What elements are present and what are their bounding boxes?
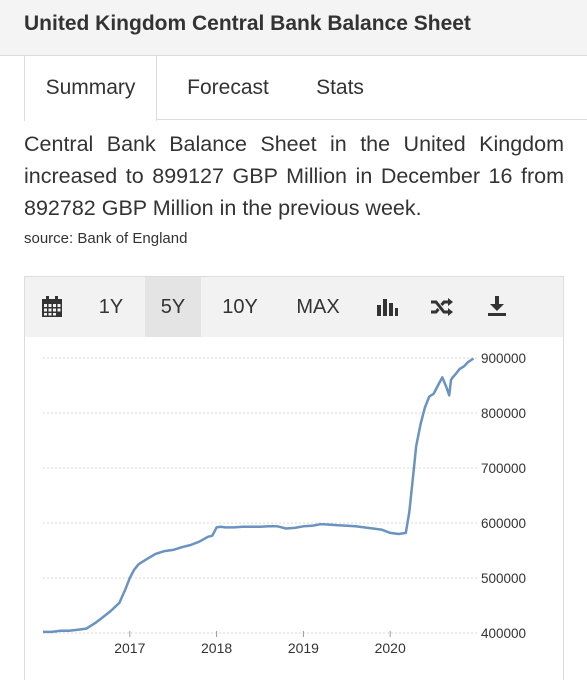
x-tick-label: 2019 (288, 640, 319, 656)
calendar-icon[interactable] (41, 296, 63, 323)
x-tick-label: 2018 (201, 640, 232, 656)
chart-grid (43, 357, 477, 634)
chart-panel: 1Y 5Y 10Y MAX (24, 276, 564, 680)
tab-stats[interactable]: Stats (316, 76, 364, 99)
line-chart: 400000 500000 600000 700000 800000 900000 201… (43, 351, 526, 656)
series-line (43, 357, 475, 634)
y-tick-label: 700000 (481, 461, 526, 476)
tab-forecast[interactable]: Forecast (187, 76, 269, 99)
tab-bar: Summary Forecast Stats (24, 56, 587, 121)
shuffle-icon[interactable] (430, 297, 454, 322)
bar-chart-icon[interactable] (376, 297, 398, 322)
page-header: United Kingdom Central Bank Balance Shee… (0, 0, 587, 56)
summary-text: Central Bank Balance Sheet in the United… (24, 132, 564, 220)
y-tick-label: 500000 (481, 571, 526, 586)
source-note: source: Bank of England (24, 230, 188, 247)
y-tick-label: 400000 (481, 626, 526, 641)
y-tick-label: 800000 (481, 406, 526, 421)
range-5y-button[interactable]: 5Y (145, 277, 201, 337)
x-tick-label: 2017 (114, 640, 145, 656)
y-tick-label: 600000 (481, 516, 526, 531)
range-10y-button[interactable]: 10Y (222, 296, 258, 318)
y-tick-label: 900000 (481, 351, 526, 366)
download-icon[interactable] (487, 295, 507, 322)
range-max-button[interactable]: MAX (296, 296, 340, 318)
x-axis-ticks: 2017 2018 2019 2020 (114, 631, 406, 656)
x-tick-label: 2020 (375, 640, 406, 656)
tab-summary[interactable]: Summary (24, 56, 157, 121)
y-axis-ticks: 400000 500000 600000 700000 800000 900000 (481, 351, 526, 641)
chart-toolbar: 1Y 5Y 10Y MAX (25, 277, 563, 337)
page-title: United Kingdom Central Bank Balance Shee… (24, 12, 471, 35)
range-1y-button[interactable]: 1Y (98, 296, 124, 318)
